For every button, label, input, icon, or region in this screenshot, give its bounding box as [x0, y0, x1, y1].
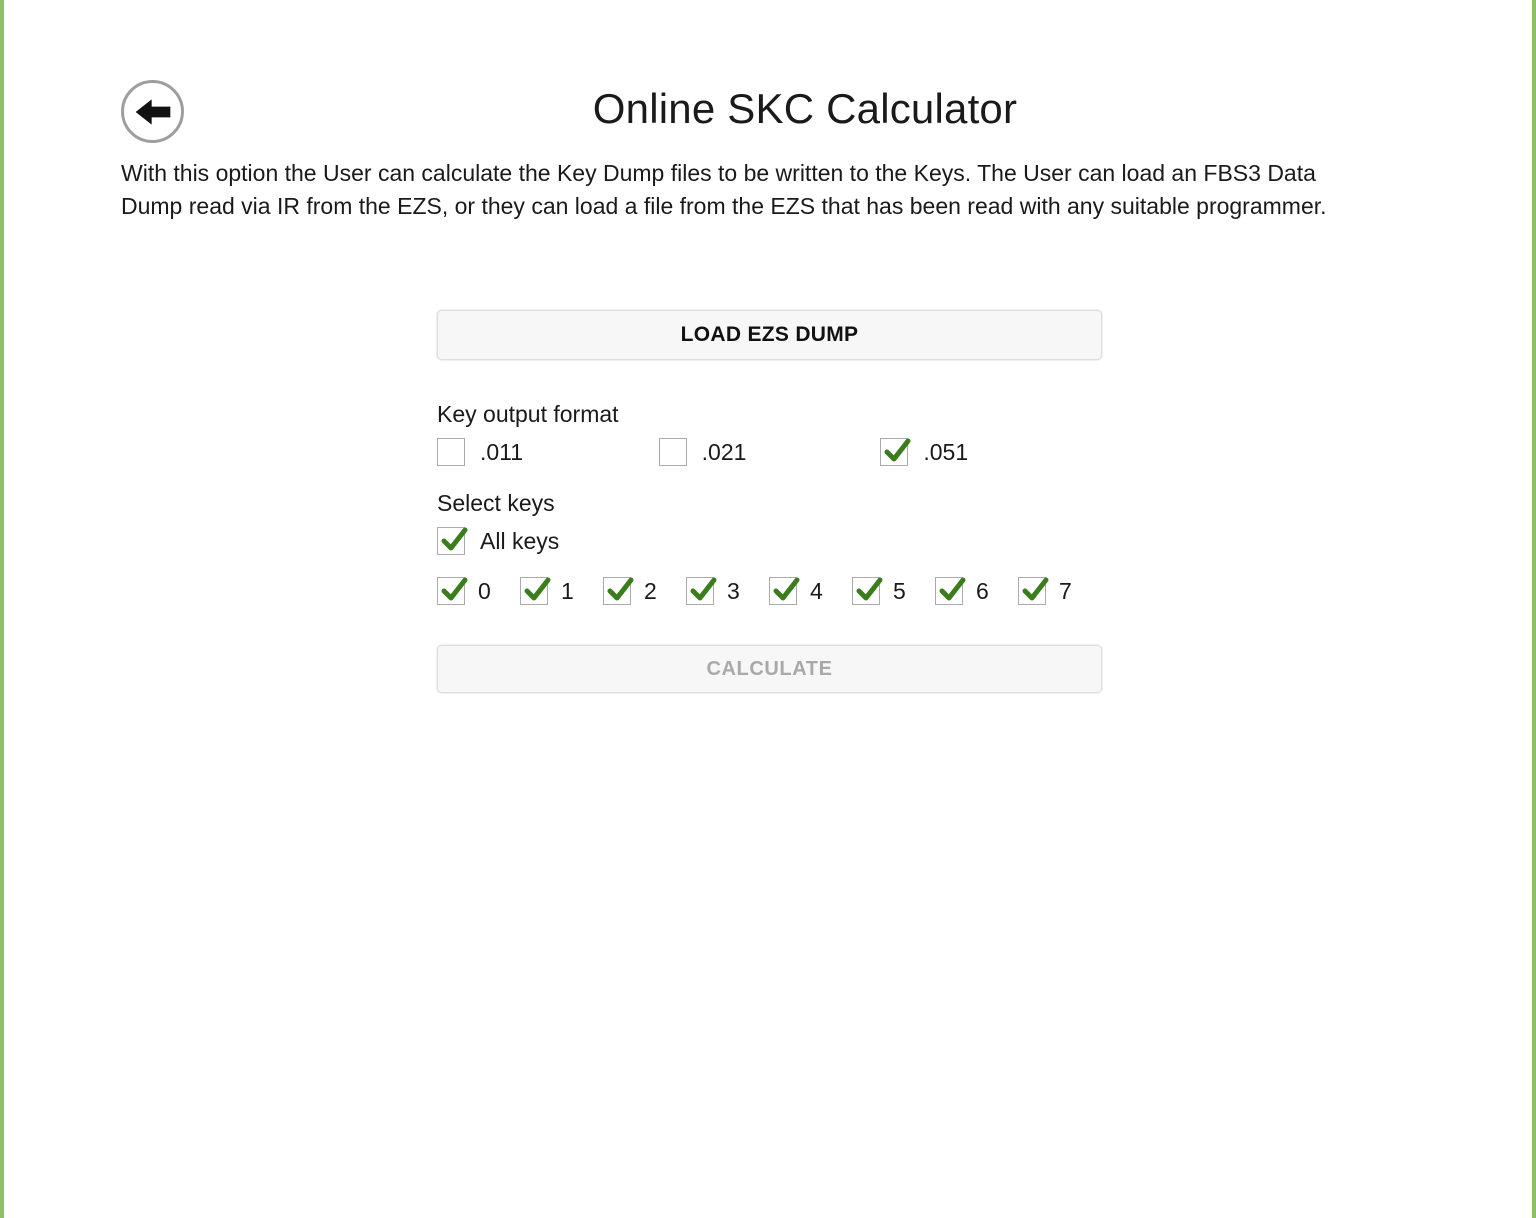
check-icon [853, 574, 885, 611]
key-option-1: 1 [520, 577, 603, 606]
description-line-2: Dump read via IR from the EZS, or they c… [121, 193, 1327, 220]
key-5-checkbox[interactable] [852, 577, 883, 606]
key-7-checkbox[interactable] [1018, 577, 1049, 606]
key-7-label: 7 [1059, 577, 1072, 604]
key-3-checkbox[interactable] [686, 577, 717, 606]
format-option-051: .051 [880, 438, 1102, 467]
format-051-checkbox[interactable] [880, 438, 911, 467]
key-option-6: 6 [935, 577, 1018, 606]
check-icon [521, 574, 553, 611]
calculate-button-label: CALCULATE [706, 657, 833, 680]
format-option-021: .021 [658, 438, 881, 467]
format-021-label: .021 [701, 438, 747, 465]
key-option-3: 3 [686, 577, 769, 606]
key-2-checkbox[interactable] [603, 577, 634, 606]
all-keys-label: All keys [480, 527, 560, 554]
key-6-label: 6 [976, 577, 989, 604]
check-icon [881, 435, 913, 472]
format-021-checkbox[interactable] [658, 438, 687, 467]
check-icon [438, 524, 470, 561]
all-keys-checkbox[interactable] [437, 527, 468, 556]
format-option-011: .011 [437, 438, 659, 467]
check-icon [687, 574, 719, 611]
check-icon [438, 574, 470, 611]
description-line-1: With this option the User can calculate … [121, 160, 1316, 187]
check-icon [604, 574, 636, 611]
key-3-label: 3 [727, 577, 740, 604]
check-icon [770, 574, 802, 611]
key-option-4: 4 [769, 577, 852, 606]
key-checkbox-row: 0 1 2 [437, 577, 1102, 606]
page-description: With this option the User can calculate … [121, 157, 1512, 223]
format-051-label: .051 [923, 438, 969, 465]
calculate-button[interactable]: CALCULATE [437, 645, 1102, 694]
check-icon [936, 574, 968, 611]
format-011-checkbox[interactable] [437, 438, 465, 467]
all-keys-option: All keys [437, 527, 1102, 556]
key-2-label: 2 [644, 577, 657, 604]
key-1-label: 1 [561, 577, 574, 604]
load-ezs-dump-button-label: LOAD EZS DUMP [680, 323, 859, 347]
page-title: Online SKC Calculator [592, 85, 1018, 132]
key-option-2: 2 [603, 577, 686, 606]
format-011-label: .011 [480, 438, 524, 465]
key-output-format-label: Key output format [437, 401, 619, 428]
key-option-7: 7 [1018, 577, 1101, 606]
key-6-checkbox[interactable] [935, 577, 966, 606]
check-icon [1019, 574, 1051, 611]
select-keys-label: Select keys [437, 490, 555, 517]
key-0-checkbox[interactable] [437, 577, 468, 606]
key-4-label: 4 [810, 577, 823, 604]
key-0-label: 0 [478, 577, 491, 604]
calculator-form: LOAD EZS DUMP Key output format .011 .02… [437, 310, 1102, 694]
key-1-checkbox[interactable] [520, 577, 551, 606]
back-button[interactable] [121, 80, 184, 143]
key-option-0: 0 [437, 577, 520, 606]
key-option-5: 5 [852, 577, 935, 606]
load-ezs-dump-button[interactable]: LOAD EZS DUMP [437, 310, 1102, 361]
key-5-label: 5 [893, 577, 906, 604]
key-output-format-options: .011 .021 .051 [437, 438, 1102, 467]
back-arrow-icon [133, 94, 173, 130]
key-4-checkbox[interactable] [769, 577, 800, 606]
